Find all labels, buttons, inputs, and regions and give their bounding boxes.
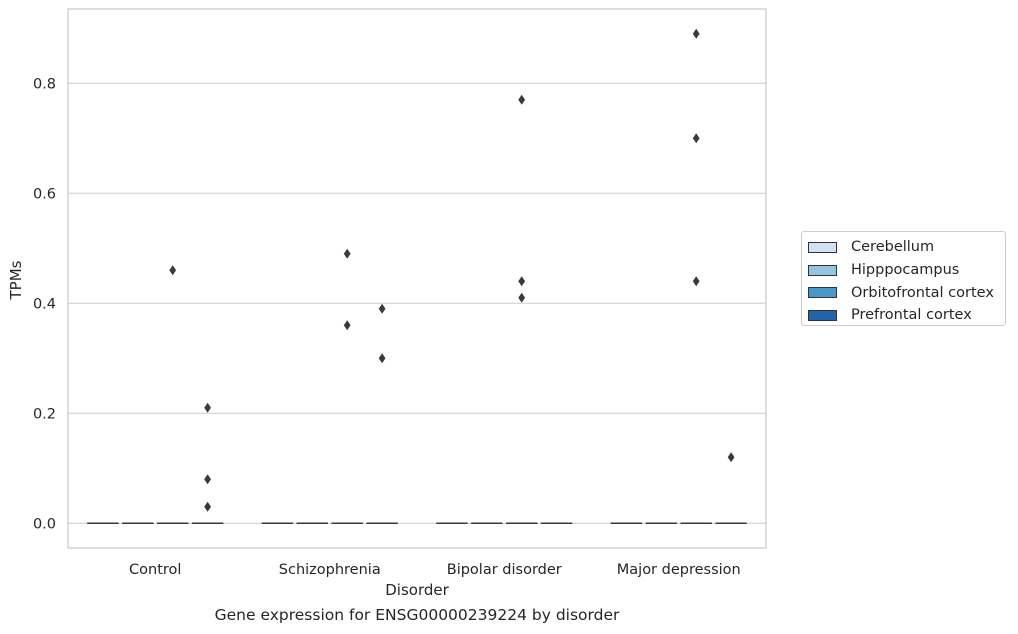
outlier-point <box>204 501 211 512</box>
axes-frame <box>67 8 767 549</box>
outlier-point <box>204 402 211 413</box>
outlier-point <box>518 292 526 303</box>
outlier-point <box>169 265 177 276</box>
outlier-point <box>343 248 351 259</box>
x-axis-label: Disorder <box>385 581 449 599</box>
legend-label: Orbitofrontal cortex <box>851 284 994 301</box>
y-tick-label: 0.4 <box>33 296 56 312</box>
outlier-points <box>169 28 735 512</box>
y-tick-label: 0.6 <box>33 186 56 202</box>
outlier-point <box>378 303 386 314</box>
outlier-point <box>204 474 211 485</box>
legend-label: Prefrontal cortex <box>851 307 972 324</box>
x-tick-label: Control <box>129 562 181 578</box>
outlier-point <box>378 353 386 364</box>
outlier-point <box>727 452 735 463</box>
outlier-point <box>518 94 526 105</box>
x-tick-label: Schizophrenia <box>279 562 381 578</box>
gridlines <box>68 82 766 524</box>
legend-item: Orbitofrontal cortex <box>808 281 1005 304</box>
figure-caption: Gene expression for ENSG00000239224 by d… <box>214 606 620 624</box>
legend-label: Hipppocampus <box>851 262 960 279</box>
legend-label: Cerebellum <box>851 239 935 256</box>
y-tick-labels: 0.0 0.2 0.4 0.6 0.8 <box>33 76 56 532</box>
y-tick-label: 0.2 <box>33 406 56 422</box>
legend-swatch <box>808 309 837 321</box>
legend-swatch <box>808 264 837 276</box>
x-tick-label: Major depression <box>617 562 741 578</box>
x-tick-labels: Control Schizophrenia Bipolar disorder Majo… <box>129 562 741 578</box>
y-tick-label: 0.8 <box>33 76 56 92</box>
legend: Cerebellum Hipppocampus Orbitofrontal cort… <box>801 231 1006 326</box>
legend-item: Cerebellum <box>808 236 1005 259</box>
outlier-point <box>692 276 700 287</box>
y-axis-label: TPMs <box>7 260 25 300</box>
legend-swatch <box>808 241 837 253</box>
legend-item: Hipppocampus <box>808 259 1005 282</box>
outlier-point <box>518 276 526 287</box>
legend-swatch <box>808 287 837 299</box>
outlier-point <box>343 320 351 331</box>
outlier-point <box>692 133 700 144</box>
outlier-point <box>692 28 700 39</box>
legend-item: Prefrontal cortex <box>808 304 1005 327</box>
x-tick-label: Bipolar disorder <box>447 562 562 578</box>
y-tick-label: 0.0 <box>33 516 56 532</box>
